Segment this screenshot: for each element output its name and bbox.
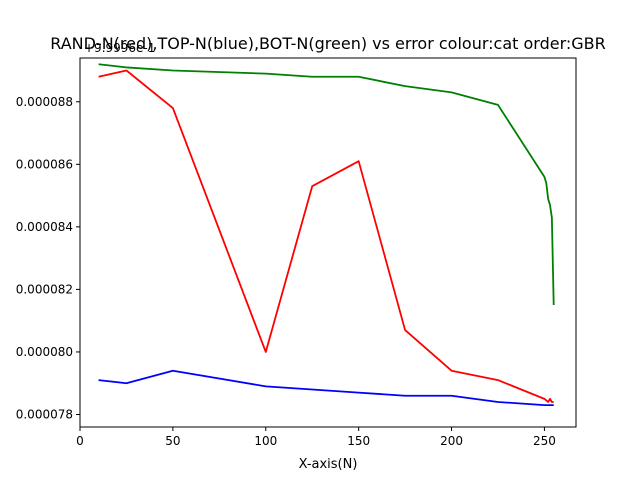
chart-title: RAND-N(red),TOP-N(blue),BOT-N(green) vs …	[50, 34, 606, 53]
y-axis: 0.000078 0.000080 0.000082 0.000084 0.000086…	[16, 95, 80, 421]
x-axis: 0 50 100 150 200 250	[76, 427, 556, 448]
series-layer	[98, 63, 555, 407]
series-red-line	[98, 69, 554, 403]
plot-area	[80, 58, 576, 427]
y-tick-label: 0.000082	[16, 282, 73, 296]
y-offset-label: +9.9996e-1	[84, 41, 155, 55]
series-blue-line	[98, 369, 554, 407]
y-tick-label: 0.000086	[16, 157, 73, 171]
x-tick-label: 0	[76, 434, 84, 448]
y-tick-label: 0.000078	[16, 407, 73, 421]
y-tick-label: 0.000080	[16, 345, 73, 359]
x-tick-label: 50	[165, 434, 180, 448]
x-axis-label: X-axis(N)	[299, 457, 358, 472]
x-tick-label: 200	[440, 434, 463, 448]
x-tick-label: 100	[254, 434, 277, 448]
x-tick-label: 150	[347, 434, 370, 448]
y-tick-label: 0.000084	[16, 220, 73, 234]
series-green-line	[98, 63, 555, 306]
plot-frame	[79, 57, 577, 428]
y-tick-label: 0.000088	[16, 95, 73, 109]
x-tick-label: 250	[533, 434, 556, 448]
